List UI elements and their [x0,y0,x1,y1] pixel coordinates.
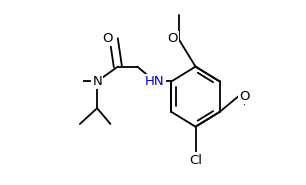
Text: O: O [239,90,249,103]
Text: O: O [167,32,177,45]
Text: Cl: Cl [189,154,202,166]
Text: N: N [92,75,102,88]
Text: -: - [77,75,82,88]
Text: O: O [102,32,113,45]
Text: N: N [92,75,102,88]
Text: HN: HN [145,75,165,88]
